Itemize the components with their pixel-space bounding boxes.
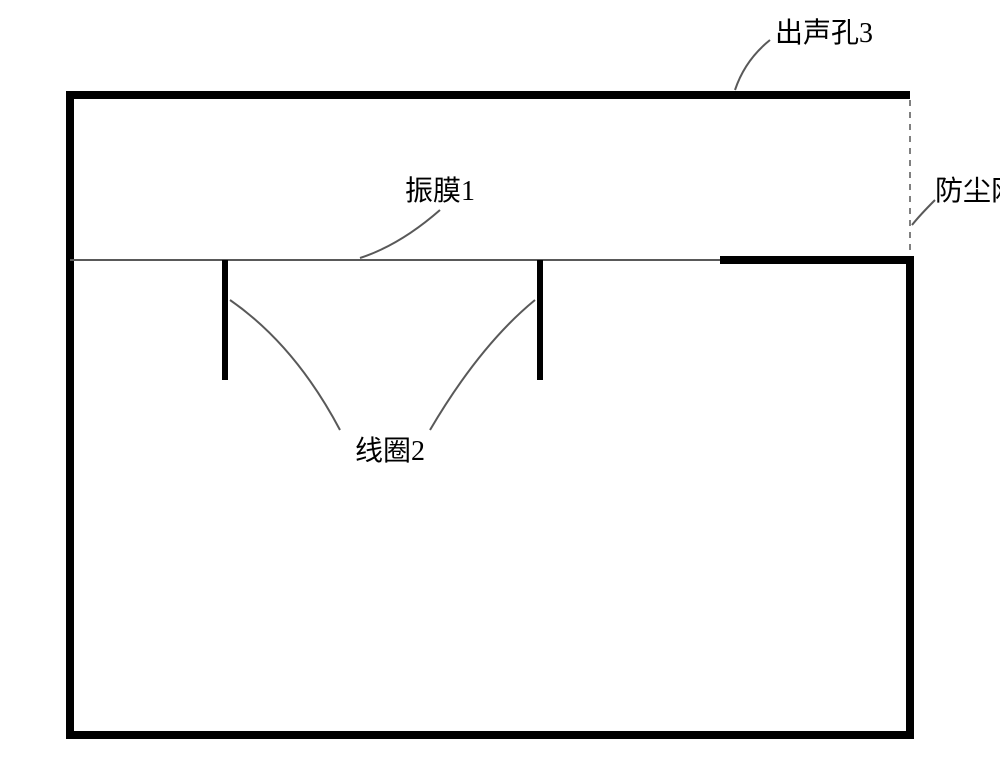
background xyxy=(0,0,1000,775)
label-coil: 线圈2 xyxy=(355,435,425,467)
label-diaphragm: 振膜1 xyxy=(405,175,475,207)
diagram-canvas: 振膜1 线圈2 出声孔3 防尘网布4 xyxy=(0,0,1000,775)
label-dust-mesh: 防尘网布4 xyxy=(935,175,1000,207)
label-sound-hole: 出声孔3 xyxy=(775,17,873,49)
diagram-svg: 振膜1 线圈2 出声孔3 防尘网布4 xyxy=(0,0,1000,775)
